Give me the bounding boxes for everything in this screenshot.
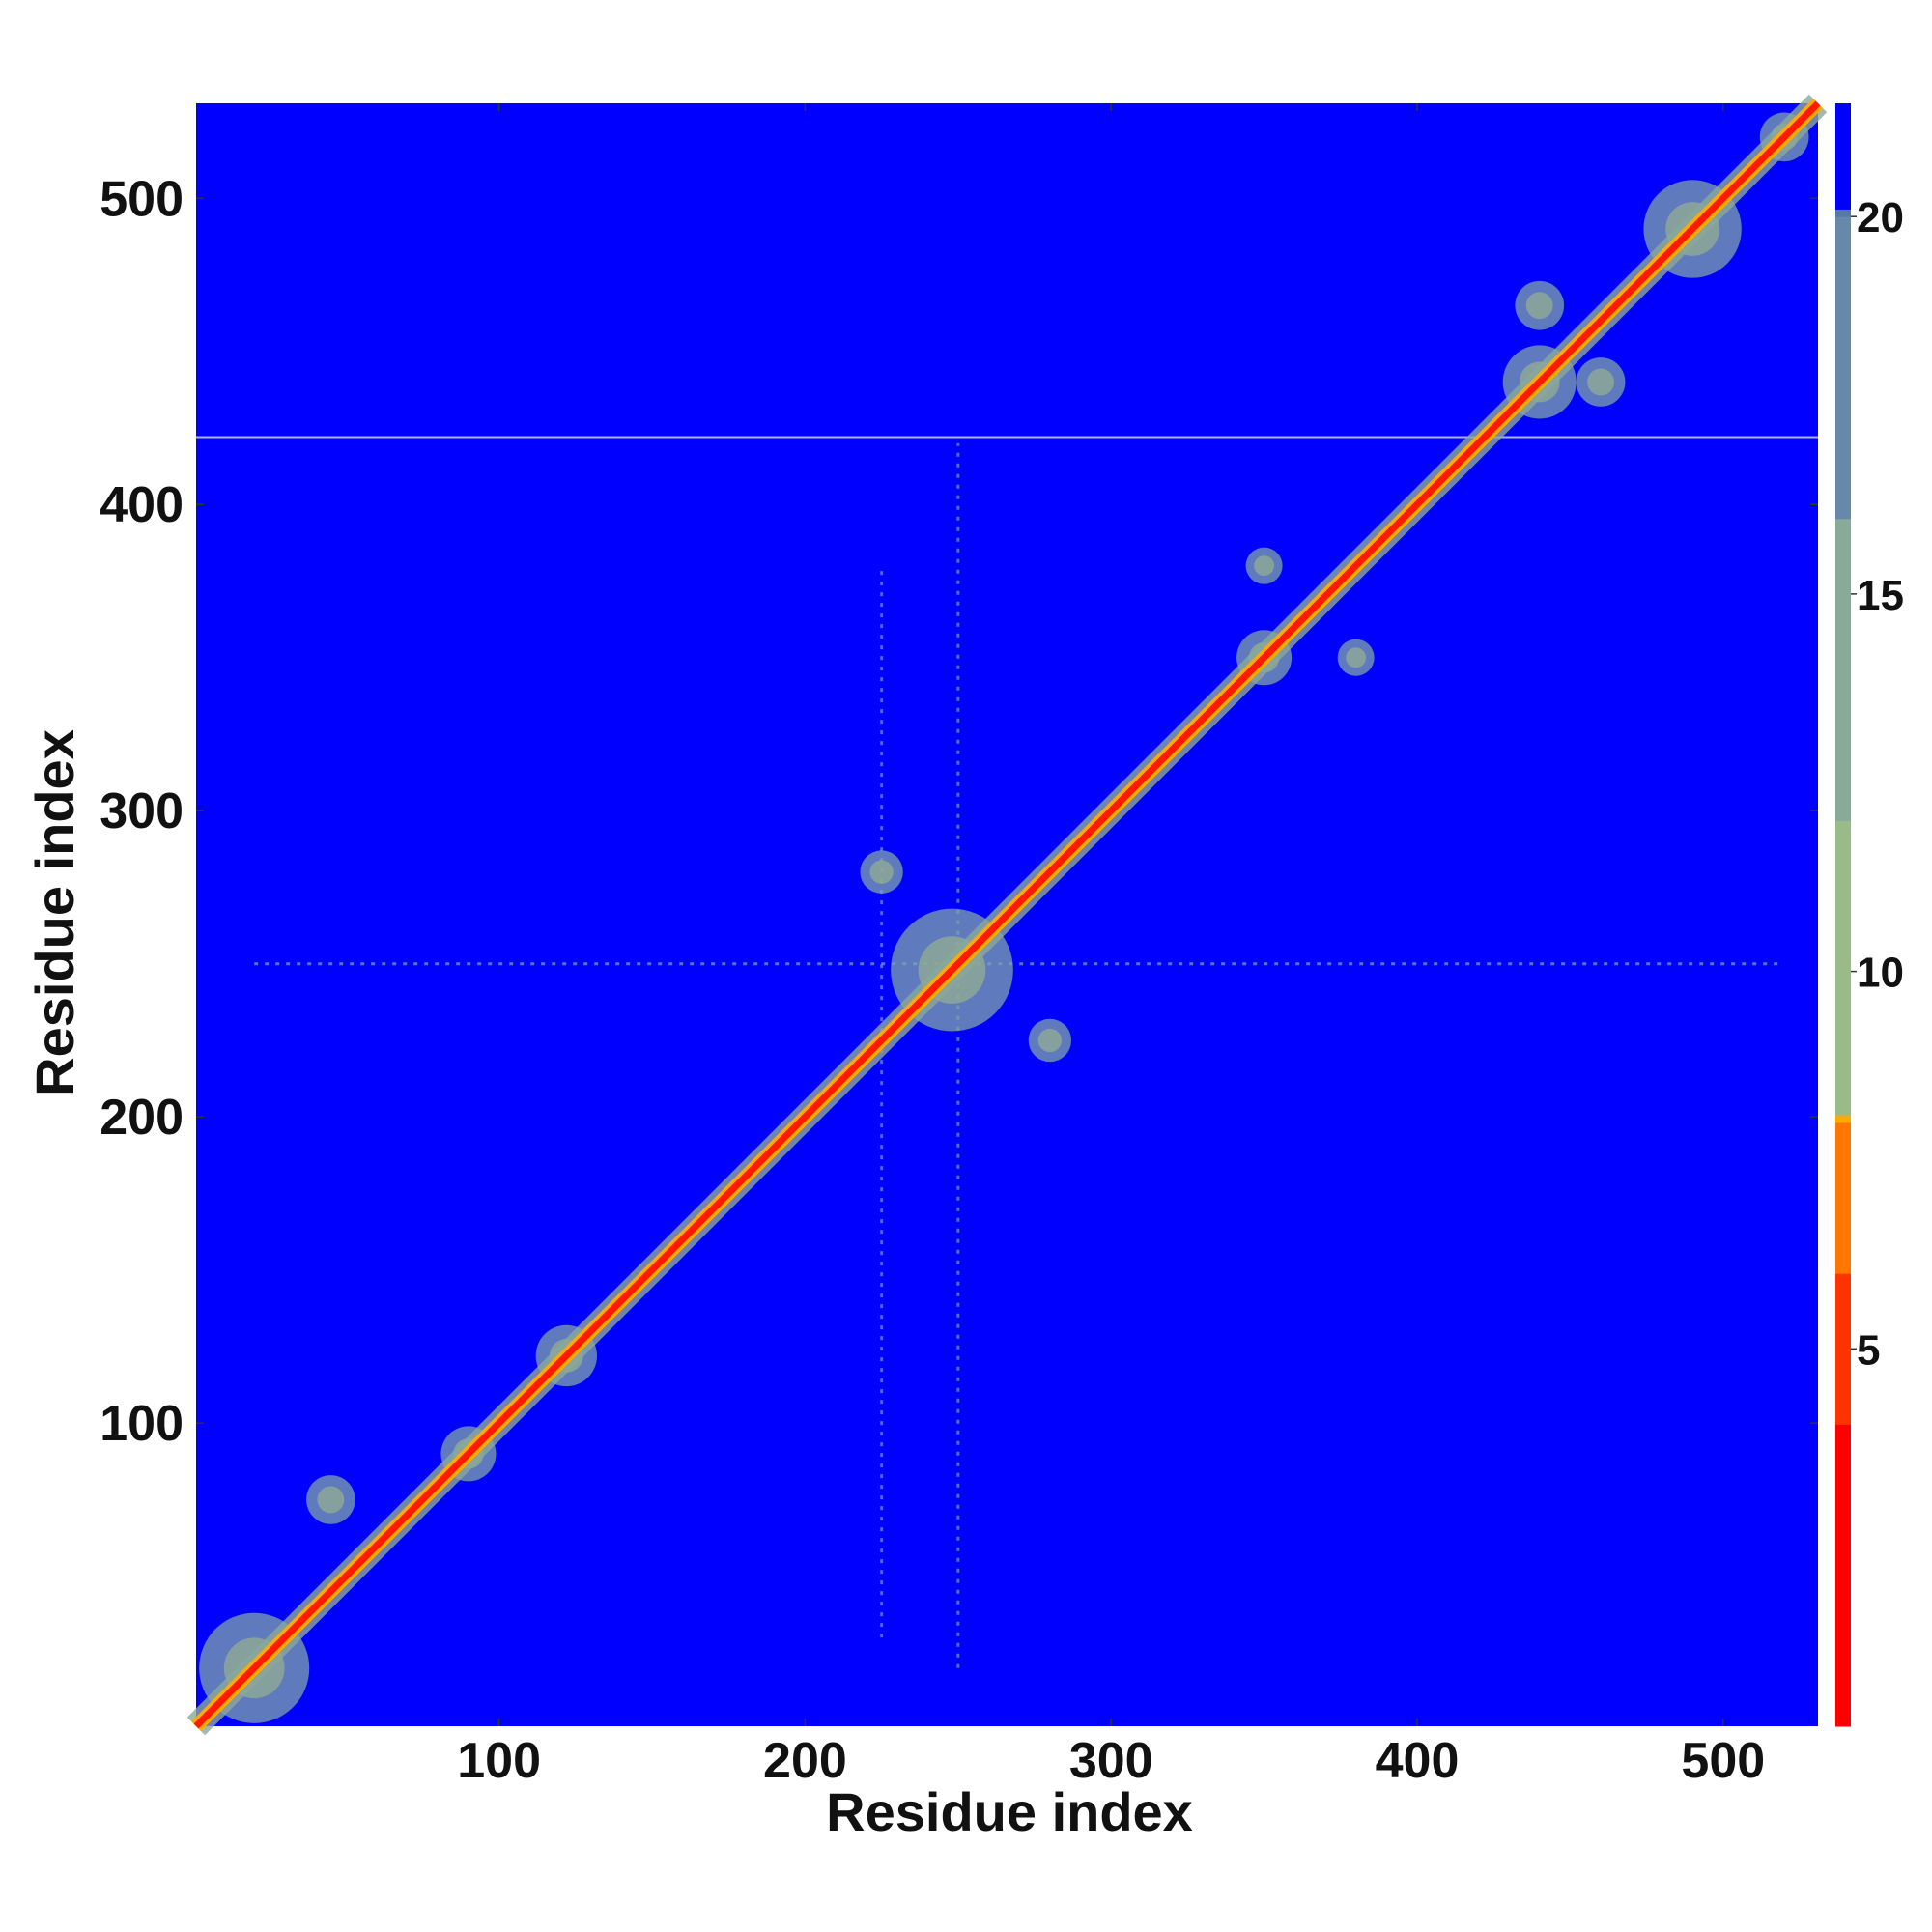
colorbar-tick-label: 20 xyxy=(1857,194,1904,242)
x-axis-label: Residue index xyxy=(826,1781,1193,1842)
y-axis-ticks: 100 200 300 400 500 xyxy=(99,171,1818,1452)
colorbar-segment xyxy=(1835,1115,1851,1123)
contact-cluster-core xyxy=(317,1486,345,1514)
colorbar-tick-label: 10 xyxy=(1857,950,1904,997)
contact-cluster-core xyxy=(1037,1028,1063,1053)
colorbar-segment xyxy=(1835,1122,1851,1274)
colorbar-segment xyxy=(1835,209,1851,217)
colorbar-segment xyxy=(1835,216,1851,520)
x-axis-ticks: 100 200 300 400 500 xyxy=(457,103,1765,1789)
y-tick-label: 500 xyxy=(99,171,184,227)
diagonal-core xyxy=(193,100,1821,1729)
contact-cluster-core xyxy=(869,860,894,884)
colorbar-segment xyxy=(1835,1424,1851,1727)
colorbar-segment xyxy=(1835,103,1851,210)
colorbar: 5 10 15 20 xyxy=(1835,103,1904,1727)
y-tick-label: 200 xyxy=(99,1090,184,1146)
x-tick-label: 200 xyxy=(763,1733,847,1789)
x-tick-label: 400 xyxy=(1376,1733,1460,1789)
y-axis-label: Residue index xyxy=(24,729,85,1096)
y-tick-label: 400 xyxy=(99,477,184,533)
x-tick-label: 500 xyxy=(1681,1733,1765,1789)
contact-cluster-core xyxy=(1254,555,1275,577)
contact-cluster-core xyxy=(1587,368,1615,396)
contact-cluster-core xyxy=(1346,647,1367,668)
y-tick-label: 300 xyxy=(99,783,184,839)
x-tick-label: 300 xyxy=(1069,1733,1153,1789)
y-tick-label: 100 xyxy=(99,1396,184,1452)
colorbar-segment xyxy=(1835,518,1851,821)
colorbar-tick-label: 15 xyxy=(1857,572,1904,619)
colorbar-segment xyxy=(1835,820,1851,1116)
colorbar-segment xyxy=(1835,1273,1851,1425)
x-tick-label: 100 xyxy=(457,1733,541,1789)
colorbar-tick-label: 5 xyxy=(1857,1326,1880,1374)
contact-cluster-core xyxy=(1525,292,1553,320)
diagonal-band xyxy=(186,94,1828,1736)
